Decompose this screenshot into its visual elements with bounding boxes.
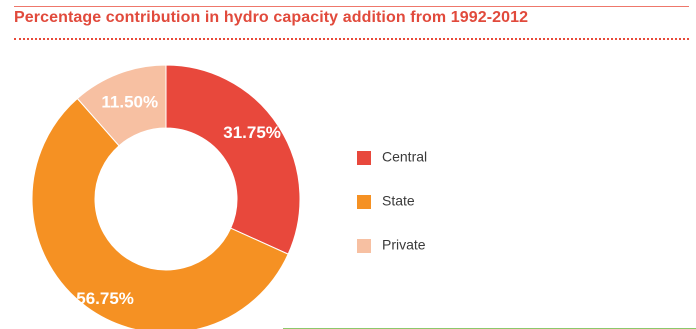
slice-labels: 31.75% 56.75% 11.50%: [76, 93, 281, 308]
donut-slices: [31, 64, 301, 329]
top-rule: [14, 6, 689, 7]
legend-swatch-central: [357, 151, 371, 165]
title-dotted-divider: [14, 38, 689, 40]
slice-label-private: 11.50%: [101, 93, 158, 112]
slice-label-state: 56.75%: [76, 289, 134, 308]
legend-swatch-state: [357, 195, 371, 209]
legend-label-central: Central: [382, 149, 427, 165]
chart-legend: Central State Private: [357, 149, 427, 253]
legend-label-state: State: [382, 193, 415, 209]
slice-state: [31, 97, 289, 329]
slice-private: [76, 64, 167, 147]
slice-central: [165, 64, 301, 255]
legend-label-private: Private: [382, 237, 426, 253]
chart-title: Percentage contribution in hydro capacit…: [14, 9, 529, 26]
donut-hole: [95, 128, 237, 270]
legend-swatch-private: [357, 239, 371, 253]
slice-label-central: 31.75%: [223, 123, 281, 142]
